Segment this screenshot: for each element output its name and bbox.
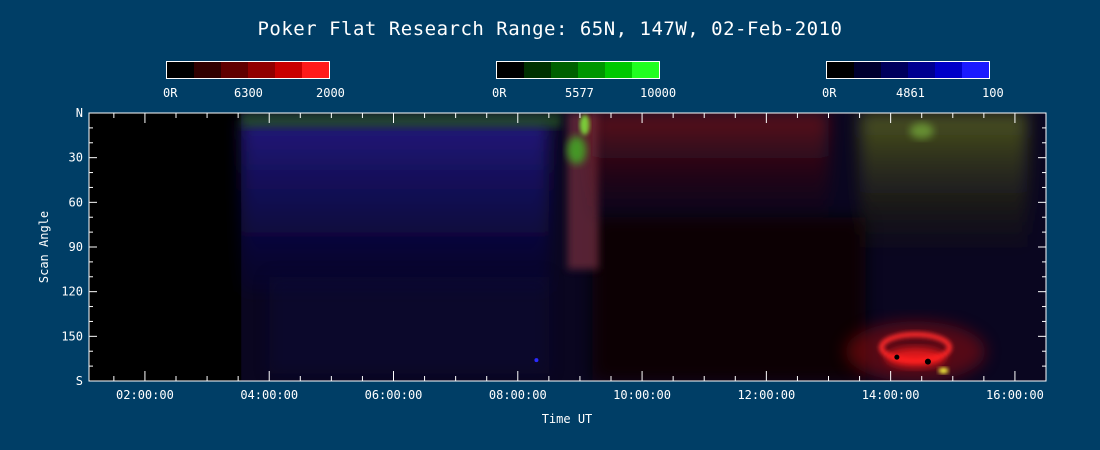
colorbar-blue (826, 61, 990, 79)
colorbar-red-max-label: 2000 (316, 86, 345, 100)
y-tick-label: 150 (61, 329, 83, 343)
colorbar-blue-swatch (854, 62, 881, 78)
colorbar-blue-swatch (935, 62, 962, 78)
green-bright-patch (909, 122, 934, 139)
y-tick-label: 60 (69, 195, 83, 209)
auroral-image (240, 113, 1046, 381)
y-tick-label: 120 (61, 285, 83, 299)
x-tick-label: 08:00:00 (489, 388, 547, 402)
colorbar-green-swatch (605, 62, 632, 78)
x-tick-label: 02:00:00 (116, 388, 174, 402)
x-tick-label: 06:00:00 (365, 388, 423, 402)
colorbar-green-center-label: 5577 (565, 86, 594, 100)
blue-lower-glow (269, 276, 549, 374)
colorbar-blue-swatch (908, 62, 935, 78)
colorbar-green-swatch (524, 62, 551, 78)
y-tick-label: S (76, 374, 83, 388)
colorbar-green-swatch (551, 62, 578, 78)
colorbar-red-swatch (302, 62, 329, 78)
green-arc-bright (579, 114, 590, 135)
dark-spot (894, 354, 900, 360)
colorbar-red-swatch (194, 62, 221, 78)
colorbar-green-swatch (497, 62, 524, 78)
y-tick-label: N (76, 106, 83, 120)
x-tick-label: 04:00:00 (240, 388, 298, 402)
colorbar-green-swatch (578, 62, 605, 78)
colorbar-red (166, 61, 330, 79)
blue-aurora-region (241, 120, 549, 292)
colorbar-red-swatch (275, 62, 302, 78)
colorbar-green-swatch (632, 62, 659, 78)
colorbar-green (496, 61, 660, 79)
blue-spot (534, 358, 539, 363)
x-tick-label: 16:00:00 (986, 388, 1044, 402)
colorbar-green-min-label: 0R (492, 86, 507, 100)
y-axis-title: Scan Angle (37, 211, 51, 283)
green-top-band (241, 113, 562, 128)
colorbar-blue-swatch (827, 62, 854, 78)
colorbar-red-swatch (221, 62, 248, 78)
axes: 02:00:00 04:00:00 06:00:00 08:00:00 10:00:00… (61, 106, 1047, 402)
y-tick-label: 30 (69, 151, 83, 165)
x-tick-label: 12:00:00 (737, 388, 795, 402)
colorbar-blue-min-label: 0R (822, 86, 837, 100)
colorbar-blue-center-label: 4861 (896, 86, 925, 100)
colorbar-blue-max-label: 100 (982, 86, 1004, 100)
x-tick-label: 14:00:00 (862, 388, 920, 402)
green-arc-spot (566, 136, 587, 165)
yellow-spot (938, 367, 949, 374)
x-tick-label: 10:00:00 (613, 388, 671, 402)
colorbar-red-center-label: 6300 (234, 86, 263, 100)
colorbar-blue-swatch (881, 62, 908, 78)
y-tick-label: 90 (69, 240, 83, 254)
colorbar-red-swatch (248, 62, 275, 78)
colorbar-blue-swatch (962, 62, 989, 78)
red-post-breakup (592, 113, 829, 218)
dark-region (592, 217, 866, 381)
colorbar-red-swatch (167, 62, 194, 78)
colorbar-red-min-label: 0R (163, 86, 178, 100)
chart-title: Poker Flat Research Range: 65N, 147W, 02… (257, 18, 843, 40)
x-axis-title: Time UT (542, 412, 593, 426)
colorbar-green-max-label: 10000 (640, 86, 677, 100)
dark-spot (924, 358, 931, 365)
